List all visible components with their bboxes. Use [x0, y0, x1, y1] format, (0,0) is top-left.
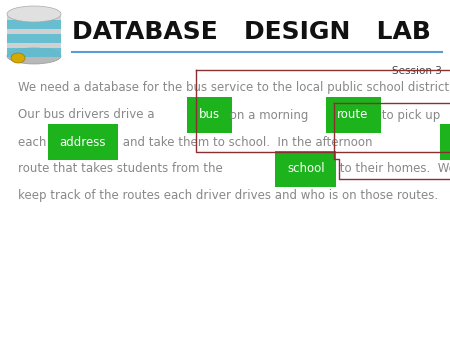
Bar: [7, 48, 61, 57]
Bar: [7, 14, 61, 56]
Text: on a morning: on a morning: [226, 108, 312, 121]
Text: and take them to school.  In the afternoon: and take them to school. In the afternoo…: [119, 136, 377, 148]
Text: to their homes.  We need to: to their homes. We need to: [336, 163, 450, 175]
Text: route: route: [338, 108, 369, 121]
Bar: [7, 20, 61, 29]
Text: route that takes students from the: route that takes students from the: [18, 163, 226, 175]
Ellipse shape: [7, 48, 61, 64]
Text: bus: bus: [199, 108, 220, 121]
Text: keep track of the routes each driver drives and who is on those routes.: keep track of the routes each driver dri…: [18, 190, 438, 202]
Bar: [7, 34, 61, 43]
Ellipse shape: [7, 6, 61, 22]
Text: We need a database for the bus service to the local public school district.: We need a database for the bus service t…: [18, 81, 450, 95]
Text: to pick up: to pick up: [378, 108, 444, 121]
Text: Our bus drivers drive a: Our bus drivers drive a: [18, 108, 158, 121]
Text: DATABASE   DESIGN   LAB: DATABASE DESIGN LAB: [72, 20, 431, 44]
Text: address: address: [59, 136, 106, 148]
Text: school: school: [287, 163, 324, 175]
Text: each: each: [18, 136, 50, 148]
Text: Session 3: Session 3: [392, 66, 442, 76]
Ellipse shape: [11, 53, 25, 63]
